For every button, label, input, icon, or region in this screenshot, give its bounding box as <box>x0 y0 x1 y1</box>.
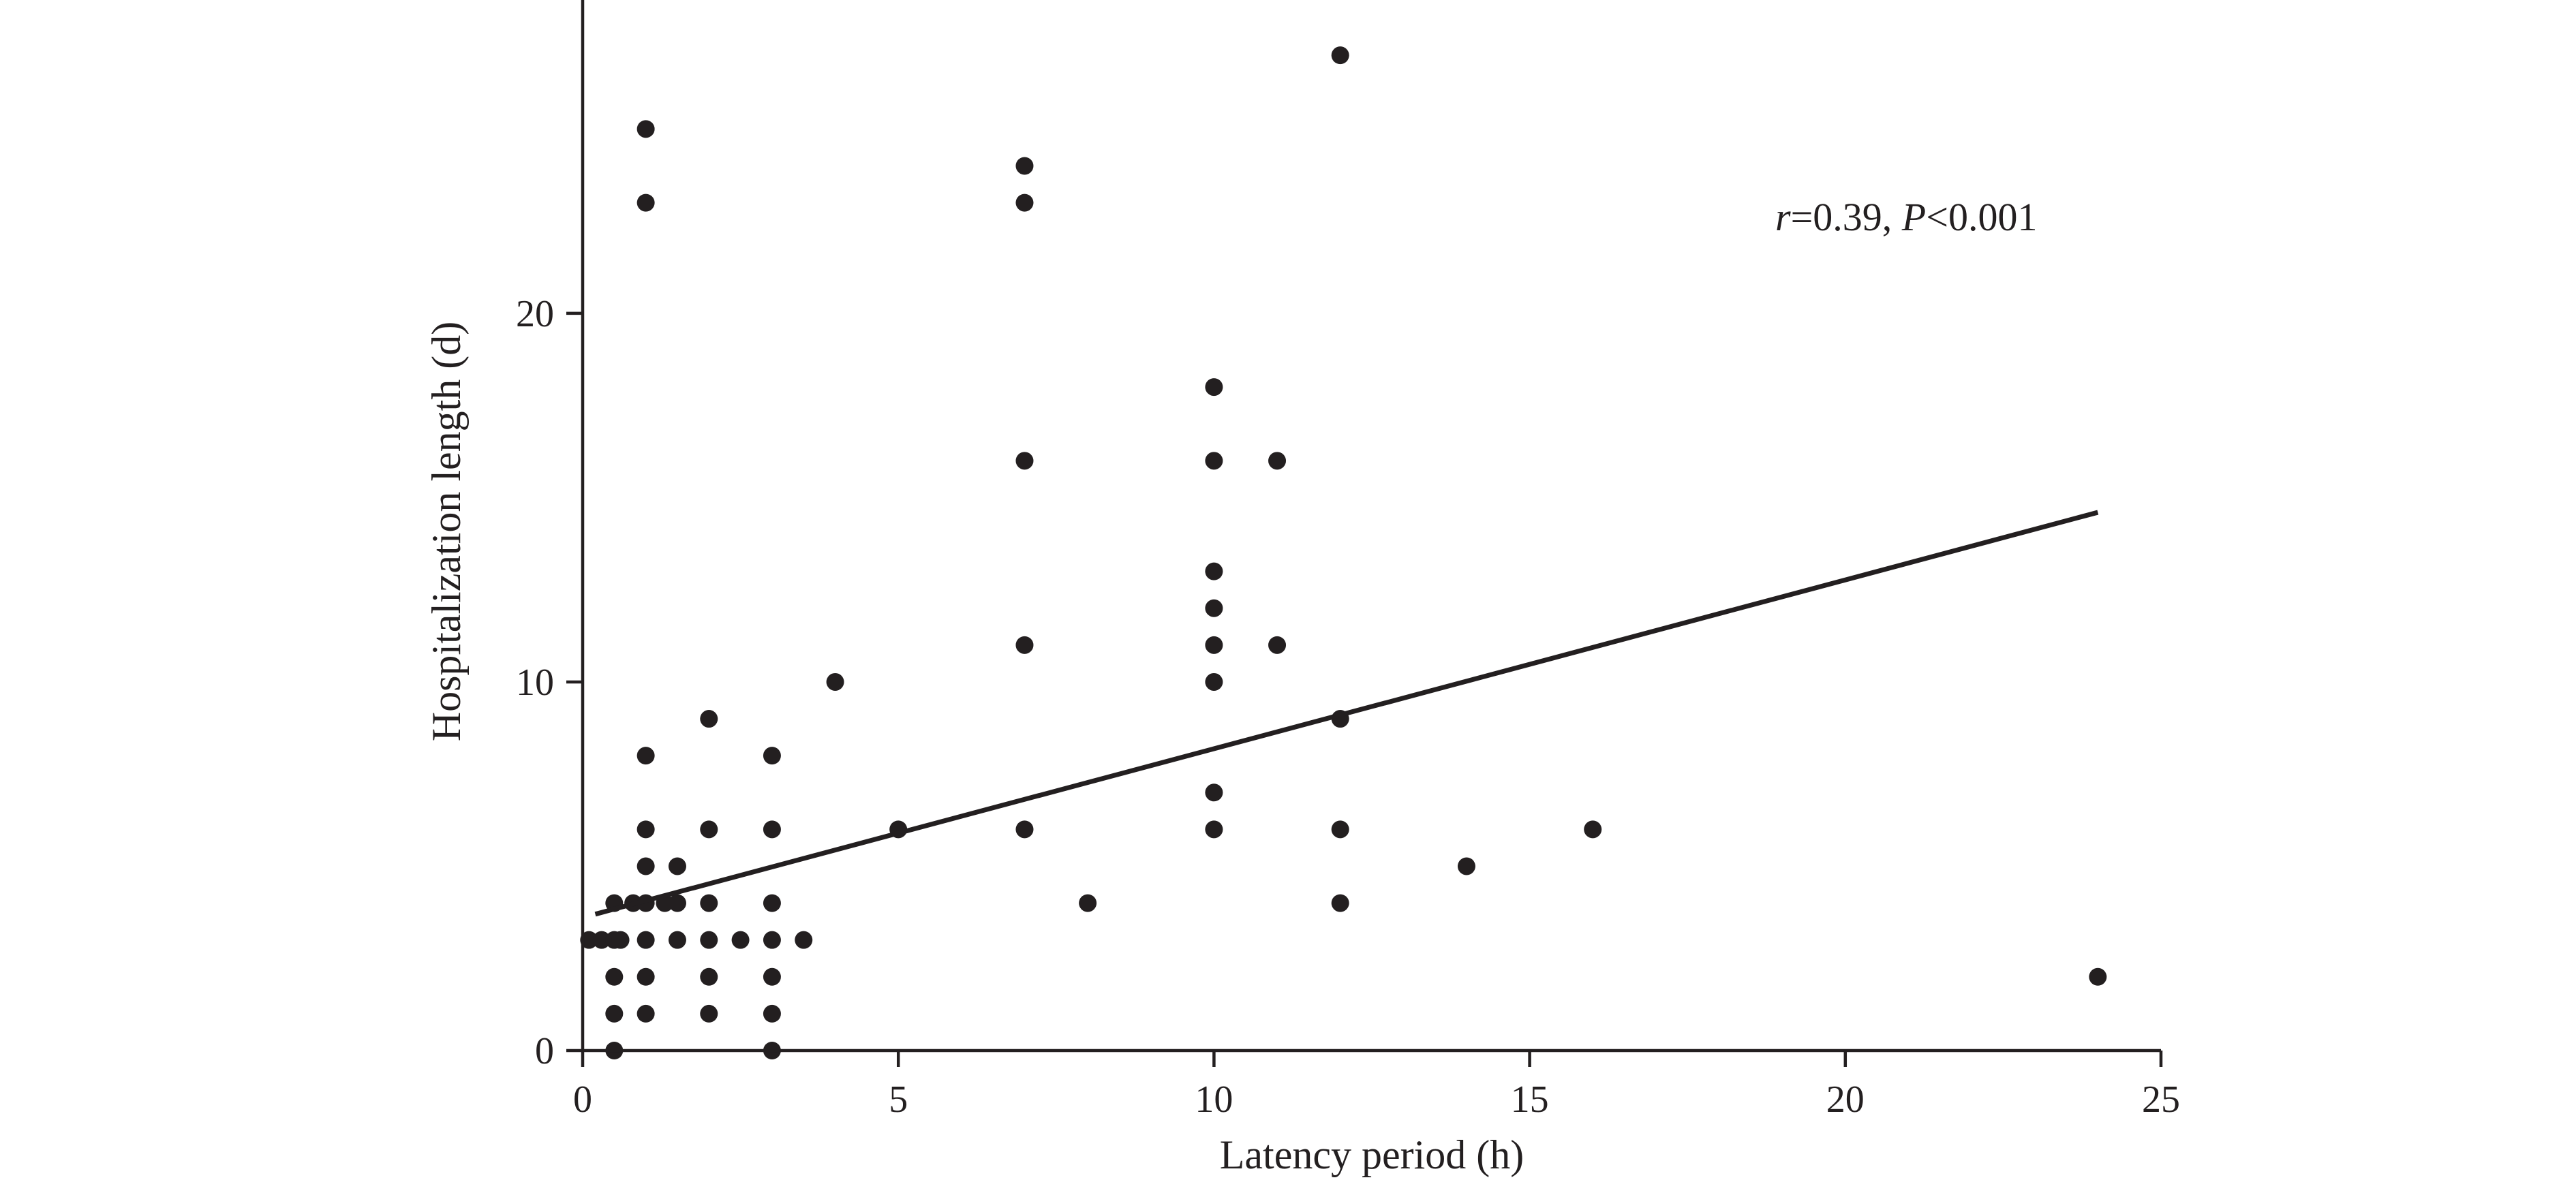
x-tick-label: 25 <box>2142 1078 2180 1121</box>
data-point <box>1331 46 1349 65</box>
data-point <box>605 1004 624 1023</box>
regression-line <box>594 510 2099 917</box>
data-point <box>1205 820 1223 839</box>
r-value: =0.39, <box>1791 195 1902 239</box>
data-point <box>1331 894 1349 912</box>
data-point <box>1205 783 1223 802</box>
data-point <box>1205 452 1223 470</box>
data-point <box>795 931 813 949</box>
p-symbol: P <box>1901 195 1926 239</box>
data-point <box>1268 452 1287 470</box>
data-point <box>1015 636 1034 654</box>
data-point <box>763 931 781 949</box>
data-point <box>1331 820 1349 839</box>
data-point <box>605 967 624 986</box>
x-tick-label: 10 <box>1195 1078 1233 1121</box>
x-axis-title: Latency period (h) <box>1220 1132 1524 1177</box>
data-point <box>700 1004 718 1023</box>
data-point <box>700 931 718 949</box>
points-layer <box>580 46 2107 1059</box>
data-point <box>637 931 655 949</box>
data-point <box>1268 636 1287 654</box>
data-point <box>763 747 781 765</box>
p-value: <0.001 <box>1926 195 2037 239</box>
data-point <box>637 193 655 212</box>
y-tick-label: 0 <box>535 1030 554 1072</box>
data-point <box>700 967 718 986</box>
data-point <box>763 820 781 839</box>
data-point <box>1205 599 1223 617</box>
y-tick-label: 20 <box>516 293 554 335</box>
data-point <box>826 672 844 691</box>
data-point <box>637 120 655 138</box>
data-point <box>668 931 686 949</box>
data-point <box>763 1004 781 1023</box>
data-point <box>1015 452 1034 470</box>
data-point <box>700 894 718 912</box>
data-point <box>668 894 686 912</box>
x-tick-label: 15 <box>1511 1078 1549 1121</box>
data-point <box>1015 193 1034 212</box>
y-tick-label: 10 <box>516 662 554 704</box>
data-point <box>763 894 781 912</box>
data-point <box>637 1004 655 1023</box>
data-point <box>1015 820 1034 839</box>
data-point <box>611 931 630 949</box>
x-tick-label: 20 <box>1826 1078 1865 1121</box>
data-point <box>2089 967 2107 986</box>
data-point <box>668 857 686 875</box>
data-point <box>1079 894 1097 912</box>
data-point <box>637 820 655 839</box>
data-point <box>763 967 781 986</box>
x-tick-label: 0 <box>573 1078 592 1121</box>
data-point <box>700 820 718 839</box>
data-point <box>1205 636 1223 654</box>
data-point <box>580 931 598 949</box>
y-axis-title: Hospitalization length (d) <box>424 322 469 742</box>
data-point <box>700 710 718 728</box>
data-point <box>592 931 611 949</box>
x-tick-label: 5 <box>889 1078 908 1121</box>
r-symbol: r <box>1775 195 1791 239</box>
data-point <box>1205 378 1223 397</box>
data-point <box>731 931 750 949</box>
data-point <box>1015 157 1034 175</box>
data-point <box>637 857 655 875</box>
x-axis-ticks: 0 5 10 15 20 25 <box>573 1051 2180 1121</box>
data-point <box>637 747 655 765</box>
y-axis-ticks: 0 10 20 <box>516 293 583 1072</box>
data-point <box>637 967 655 986</box>
data-point <box>1205 672 1223 691</box>
data-point <box>1584 820 1602 839</box>
data-point <box>1205 562 1223 580</box>
data-point <box>1457 857 1475 875</box>
correlation-annotation: r=0.39, P<0.001 <box>1775 195 2037 239</box>
